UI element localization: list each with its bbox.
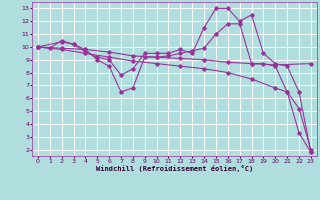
X-axis label: Windchill (Refroidissement éolien,°C): Windchill (Refroidissement éolien,°C) xyxy=(96,165,253,172)
